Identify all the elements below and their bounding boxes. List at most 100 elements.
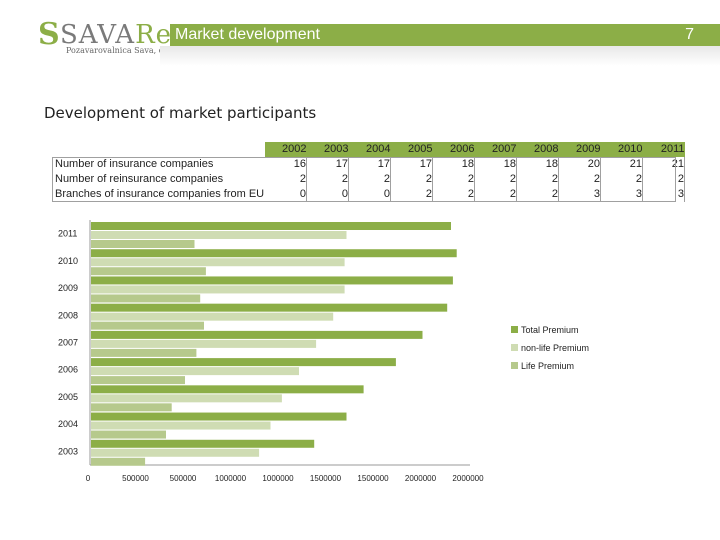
table-cell: 21 (642, 157, 685, 172)
x-tick-label: 2000000 (452, 474, 484, 483)
table-cell: 20 (558, 157, 601, 172)
header-shadow (160, 46, 720, 66)
logo-subtitle: Pozavarovalnica Sava, d. d. (66, 46, 177, 55)
table-cell: 2 (306, 172, 349, 187)
table-cell: 2 (390, 187, 433, 202)
year-header: 2003 (306, 142, 349, 157)
slide-title: Market development (175, 26, 320, 43)
year-header: 2007 (474, 142, 517, 157)
table-cell: 2 (348, 172, 391, 187)
x-tick-label: 1000000 (215, 474, 247, 483)
table-cell: 2 (516, 172, 559, 187)
section-title: Development of market participants (44, 104, 317, 122)
year-header: 2005 (390, 142, 433, 157)
table-row: Number of insurance companies 16 17 17 1… (52, 157, 685, 172)
bar-total-premium2009 (91, 276, 453, 285)
table-row: Number of reinsurance companies 2 2 2 2 … (52, 172, 685, 187)
row-label: Number of insurance companies (55, 158, 214, 170)
bar-non-life-premium2010 (91, 258, 345, 267)
table-cell: 17 (348, 157, 391, 172)
year-header: 2008 (516, 142, 559, 157)
category-label: 2007 (58, 338, 78, 348)
table-cell: 2 (390, 172, 433, 187)
x-tick-label: 0 (86, 474, 91, 483)
bar-total-premium2005 (91, 385, 364, 394)
year-header: 2006 (432, 142, 475, 157)
legend-entry: Total Premium (521, 325, 579, 335)
table-cell: 2 (432, 187, 475, 202)
bar-total-premium2004 (91, 412, 347, 421)
table-cell: 2 (558, 172, 601, 187)
bar-non-life-premium2005 (91, 394, 282, 403)
bar-total-premium2011 (91, 222, 451, 230)
table-cell: 2 (600, 172, 643, 187)
x-tick-label: 1500000 (310, 474, 342, 483)
category-label: 2010 (58, 256, 78, 266)
logo-wordmark: SAVARe (60, 20, 172, 50)
category-label: 2006 (58, 365, 78, 375)
table-cell: 3 (642, 187, 685, 202)
table-cell: 0 (306, 187, 349, 202)
category-label: 2009 (58, 283, 78, 293)
row-label: Branches of insurance companies from EU (55, 188, 265, 200)
bar-life-premium2011 (91, 240, 195, 248)
year-header: 2011 (642, 142, 685, 157)
table-cell: 2 (265, 172, 307, 187)
bar-non-life-premium2011 (91, 231, 347, 239)
table-cell: 3 (600, 187, 643, 202)
page-number: 7 (685, 26, 694, 43)
x-tick-label: 1000000 (262, 474, 294, 483)
category-label: 2003 (58, 446, 78, 456)
company-logo: S SAVARe Pozavarovalnica Sava, d. d. (38, 17, 177, 56)
table-cell: 2 (474, 172, 517, 187)
category-label: 2011 (58, 229, 77, 239)
bar-life-premium2008 (91, 321, 204, 330)
bar-total-premium2006 (91, 358, 396, 367)
table-cell: 2 (432, 172, 475, 187)
table-cell: 21 (600, 157, 643, 172)
table-cell: 3 (558, 187, 601, 202)
bar-non-life-premium2003 (91, 448, 260, 457)
year-header: 2004 (348, 142, 391, 157)
table-cell: 2 (474, 187, 517, 202)
table-cell: 18 (432, 157, 475, 172)
category-label: 2005 (58, 392, 78, 402)
bar-life-premium2007 (91, 348, 197, 357)
logo-word: SAVA (60, 20, 136, 50)
bar-life-premium2006 (91, 376, 185, 385)
x-tick-label: 500000 (122, 474, 149, 483)
bar-life-premium2003 (91, 457, 146, 466)
bar-total-premium2008 (91, 303, 448, 312)
category-label: 2008 (58, 310, 78, 320)
x-tick-label: 2000000 (405, 474, 437, 483)
bar-life-premium2005 (91, 403, 172, 412)
header-bar: Market development 7 (170, 24, 720, 46)
logo-word-suffix: Re (135, 20, 173, 50)
bar-total-premium2003 (91, 439, 315, 448)
table-cell: 16 (265, 157, 307, 172)
table-cell: 2 (642, 172, 685, 187)
year-header: 2009 (558, 142, 601, 157)
legend-entry: Life Premium (521, 361, 574, 371)
table-cell: 18 (516, 157, 559, 172)
row-label: Number of reinsurance companies (55, 173, 224, 185)
legend-swatch (511, 362, 518, 369)
bar-life-premium2009 (91, 294, 201, 303)
x-tick-label: 500000 (170, 474, 197, 483)
table-cell: 2 (516, 187, 559, 202)
table-row: Branches of insurance companies from EU … (52, 187, 685, 202)
legend-entry: non-life Premium (521, 343, 589, 353)
bar-non-life-premium2007 (91, 339, 317, 348)
bar-non-life-premium2006 (91, 367, 299, 376)
year-header: 2010 (600, 142, 643, 157)
table-cell: 17 (306, 157, 349, 172)
bar-life-premium2004 (91, 430, 166, 439)
bar-non-life-premium2004 (91, 421, 271, 430)
logo-mark: S (38, 17, 60, 52)
table-cell: 0 (348, 187, 391, 202)
table-cell: 17 (390, 157, 433, 172)
table-header-blank (52, 142, 265, 157)
participants-table: 2002 2003 2004 2005 2006 2007 2008 2009 … (52, 142, 685, 202)
table-cell: 18 (474, 157, 517, 172)
